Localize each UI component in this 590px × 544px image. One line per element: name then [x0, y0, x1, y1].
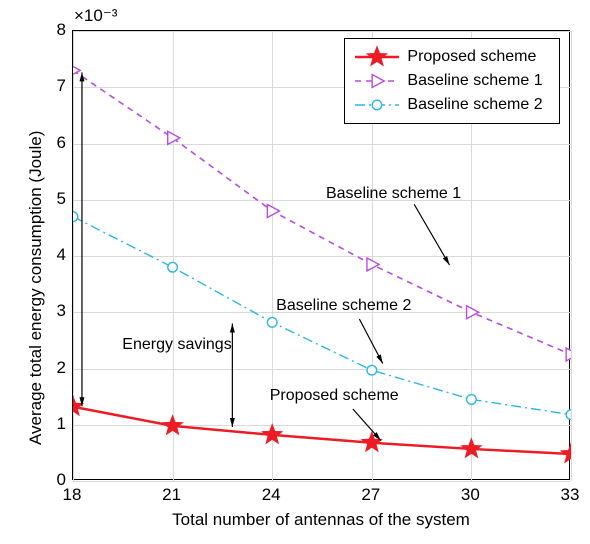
xtick-label: 27: [361, 485, 380, 505]
legend-swatch: [353, 69, 401, 93]
plot-area: Baseline scheme 1Baseline scheme 2Propos…: [72, 30, 570, 480]
gridline-horizontal: [73, 200, 571, 201]
series-marker-baseline1: [168, 131, 180, 144]
xtick-label: 21: [162, 485, 181, 505]
y-axis-label: Average total energy consumption (Joule): [26, 131, 46, 445]
annotation-text: Energy savings: [122, 336, 231, 354]
ytick-label: 6: [48, 133, 66, 153]
figure: Baseline scheme 1Baseline scheme 2Propos…: [0, 0, 590, 544]
gridline-horizontal: [73, 425, 571, 426]
xtick-label: 33: [561, 485, 580, 505]
ytick-label: 8: [48, 20, 66, 40]
xtick-label: 30: [461, 485, 480, 505]
legend-label: Proposed scheme: [407, 48, 536, 66]
series-marker-baseline1: [73, 64, 80, 77]
ytick-label: 1: [48, 414, 66, 434]
legend-label: Baseline scheme 1: [407, 72, 542, 90]
gridline-horizontal: [73, 481, 571, 482]
series-marker-baseline1: [267, 205, 279, 218]
legend-item: Baseline scheme 1: [353, 69, 549, 93]
ytick-label: 3: [48, 301, 66, 321]
xtick-label: 24: [262, 485, 281, 505]
annotation-text: Proposed scheme: [270, 387, 399, 405]
series-marker-baseline1: [367, 258, 379, 271]
gridline-horizontal: [73, 369, 571, 370]
annotation-double-arrow: [79, 72, 84, 406]
annotation-text: Baseline scheme 2: [276, 297, 411, 315]
y-exponent-label: ×10⁻³: [74, 6, 117, 26]
ytick-label: 7: [48, 76, 66, 96]
legend-label: Baseline scheme 2: [407, 96, 542, 114]
gridline-horizontal: [73, 31, 571, 32]
series-line-baseline2: [73, 217, 571, 415]
annotation-text: Baseline scheme 1: [326, 185, 461, 203]
series-marker-proposed: [561, 444, 571, 462]
gridline-horizontal: [73, 256, 571, 257]
legend: Proposed scheme Baseline scheme 1 Baseline…: [344, 38, 560, 124]
series-marker-proposed: [73, 397, 83, 415]
series-line-proposed: [73, 407, 571, 454]
ytick-label: 4: [48, 245, 66, 265]
legend-item: Baseline scheme 2: [353, 93, 549, 117]
ytick-label: 0: [48, 470, 66, 490]
ytick-label: 5: [48, 189, 66, 209]
x-axis-label: Total number of antennas of the system: [72, 510, 570, 530]
legend-swatch: [353, 45, 401, 69]
legend-item: Proposed scheme: [353, 45, 549, 69]
gridline-horizontal: [73, 144, 571, 145]
legend-swatch: [353, 93, 401, 117]
ytick-label: 2: [48, 358, 66, 378]
gridline-vertical: [571, 31, 572, 481]
